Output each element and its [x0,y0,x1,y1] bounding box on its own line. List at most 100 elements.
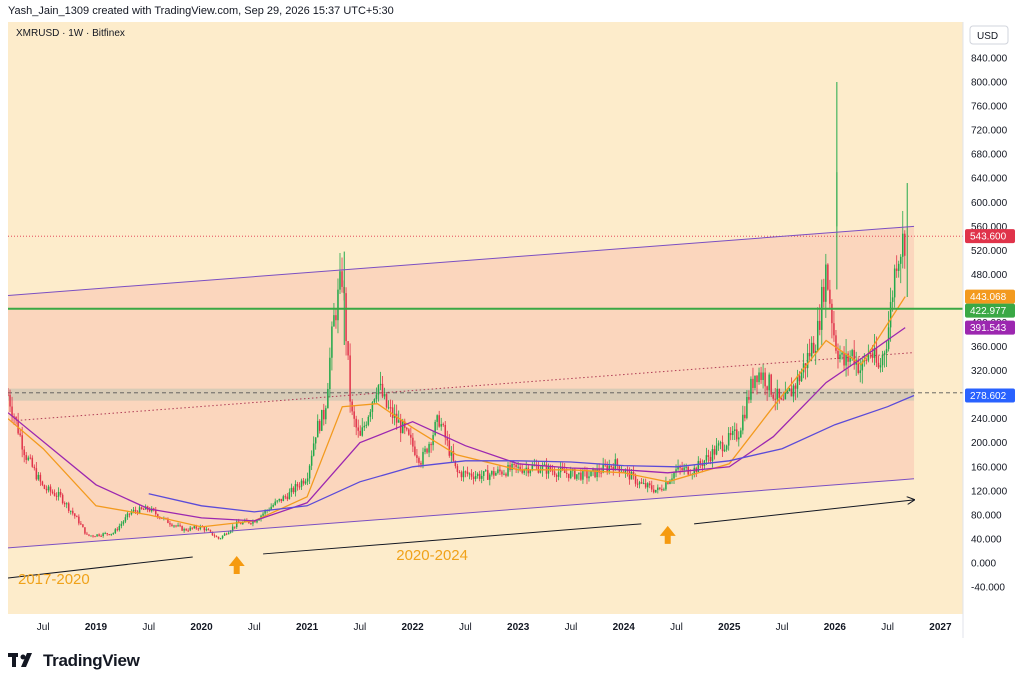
candle [648,483,651,486]
candle [663,489,665,491]
candle [871,353,874,358]
candle [21,435,23,450]
candle [531,465,534,471]
candle [177,525,179,527]
candle [355,418,357,428]
candle [367,416,370,425]
candle [424,448,426,452]
y-tick-label: 240.000 [971,414,1008,425]
x-tick-label: Jul [142,622,155,633]
tradingview-logo[interactable]: TradingView [8,651,140,671]
candle [290,487,293,493]
candle [630,472,633,480]
period-label: 2017-2020 [18,571,90,588]
y-tick-label: 800.000 [971,78,1008,89]
candle [750,378,752,400]
candle [655,489,657,493]
candle [632,472,635,475]
candle [899,256,902,264]
candle [551,470,554,472]
trend-arrow [263,523,642,555]
candle [240,523,242,525]
candle [357,427,359,431]
candle [788,388,791,391]
x-tick-label: Jul [459,622,472,633]
candle [758,372,760,383]
candle [327,389,329,409]
candle [464,471,467,473]
chart-area[interactable]: 2017-2020 2020-2024 840.000 800.000 760.000… [8,22,1017,638]
candle [69,510,72,512]
candle [57,491,60,497]
candle [827,264,829,290]
candle [235,521,238,528]
candle [470,473,473,477]
candle [784,391,787,400]
ma_fast-line [8,296,906,528]
candle [636,483,639,485]
candle [681,468,683,471]
currency-box[interactable] [969,25,1009,45]
candle [45,488,48,491]
candle [65,503,68,505]
candle [816,320,819,351]
candle [124,517,127,522]
candle [171,524,173,526]
candle [895,268,898,271]
candle [729,432,732,436]
candle [553,471,556,476]
candle [450,451,453,456]
candle [175,525,177,527]
candle [580,472,582,480]
candle [847,353,849,362]
candle [276,500,278,502]
candle [410,434,412,438]
y-tick-label: 40.000 [971,534,1002,545]
candle [221,535,224,539]
candle [495,472,497,476]
candle [885,349,888,353]
candle [744,414,746,419]
candle [391,407,394,418]
candle [810,342,813,357]
candle [8,394,9,396]
x-tick-label: 2020 [190,622,213,633]
candle [43,484,46,489]
candle [669,480,671,484]
tradingview-logo-text: TradingView [43,651,140,670]
candle [422,451,424,465]
candle [426,448,428,453]
candle [13,416,15,418]
candle [819,320,821,330]
candle [717,443,720,446]
candle [887,327,890,350]
candle [480,475,483,479]
candle [867,353,870,361]
candle [211,531,214,536]
candle [503,473,505,475]
candle [723,449,726,452]
candle [381,383,384,397]
candle [474,475,477,479]
candle [321,409,323,431]
candle [883,352,886,355]
candle [49,486,52,492]
candle [675,469,677,473]
chart-canvas[interactable]: 2017-2020 2020-2024 840.000 800.000 760.000… [8,22,1017,638]
candle [673,472,675,479]
candle [51,491,54,494]
candle [786,390,789,392]
candle [223,533,226,536]
currency-label: USD [977,31,998,42]
y-tick-label: 360.000 [971,342,1008,353]
candle [323,409,325,420]
candle [331,326,333,358]
candle [644,483,647,488]
candle [563,469,566,473]
candle [476,473,479,476]
y-tick-label: 560.000 [971,222,1008,233]
candle [489,474,491,480]
candle [525,467,527,470]
candle [576,474,578,479]
candle [561,467,564,470]
